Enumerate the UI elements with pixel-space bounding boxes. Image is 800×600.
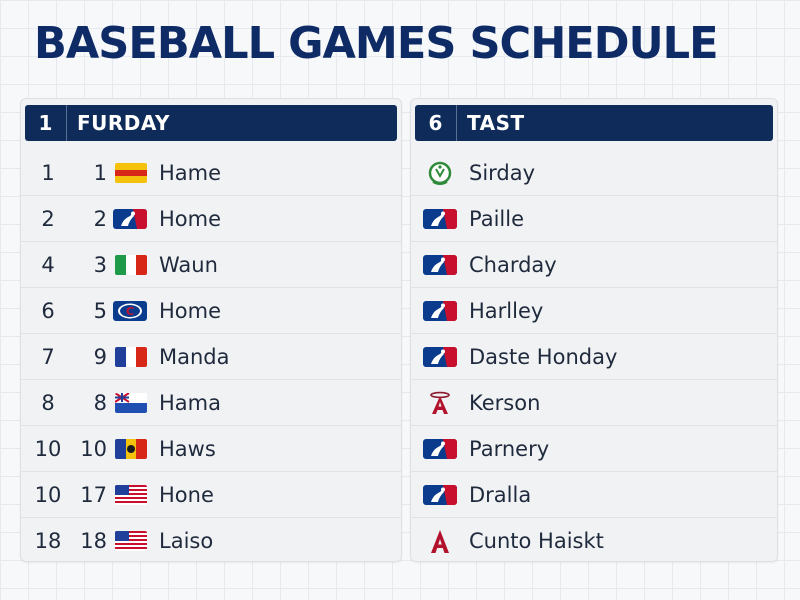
schedule-row: Charday <box>411 242 777 288</box>
schedule-row: Daste Honday <box>411 334 777 380</box>
row-second-number: 18 <box>80 529 107 553</box>
header-number: 1 <box>25 105 67 141</box>
row-name: Laiso <box>159 529 214 553</box>
row-second-number: 9 <box>93 344 107 369</box>
header-number: 6 <box>415 105 457 141</box>
mlb-logo-icon <box>423 346 457 368</box>
schedule-row: Paille <box>411 196 777 242</box>
row-name: Charday <box>469 252 557 277</box>
row-first-number: 10 <box>34 482 62 507</box>
schedule-row: 18 18 Laiso <box>21 518 401 564</box>
us-flag-icon <box>115 484 147 505</box>
schedule-row: Sirday <box>411 150 777 196</box>
tricolor-emblem-flag-icon <box>115 438 147 459</box>
schedule-row: Dralla <box>411 472 777 518</box>
schedule-row: Parnery <box>411 426 777 472</box>
row-second-number: 3 <box>93 252 107 277</box>
panel-header-right: 6 TAST <box>415 105 773 141</box>
row-name: Harlley <box>469 298 544 323</box>
blue-ensign-flag-icon <box>115 392 147 413</box>
us-flag-icon <box>115 531 147 551</box>
row-name: Dralla <box>469 482 532 507</box>
row-second-number: 5 <box>93 298 107 323</box>
row-name: Home <box>159 206 222 231</box>
schedule-row: 10 17 Hone <box>21 472 401 518</box>
schedule-row: 4 3 Waun <box>21 242 401 288</box>
row-first-number: 18 <box>34 529 62 553</box>
row-second-number: 8 <box>93 390 107 415</box>
row-name: Hone <box>159 482 214 507</box>
schedule-row: Cunto Haiskt <box>411 518 777 564</box>
angels-a-logo-icon <box>423 391 457 414</box>
schedule-panel-left: 1 FURDAY 1 1 Hame 2 2 Home 4 3 Waun 6 5 C Home 7 9 Mand… <box>20 98 402 562</box>
row-second-number: 17 <box>80 482 107 507</box>
row-first-number: 6 <box>41 298 55 323</box>
row-name: Kerson <box>469 390 541 415</box>
row-name: Manda <box>159 344 230 369</box>
row-name: Waun <box>159 252 218 277</box>
row-first-number: 1 <box>41 160 55 185</box>
italy-flag-icon <box>115 254 147 275</box>
row-name: Paille <box>469 206 525 231</box>
green-wreath-logo-icon <box>423 161 457 185</box>
row-name: Home <box>159 298 222 323</box>
schedule-row: 6 5 C Home <box>21 288 401 334</box>
c-logo-icon: C <box>113 300 147 321</box>
row-second-number: 2 <box>93 206 107 231</box>
mlb-logo-icon <box>423 300 457 322</box>
mlb-logo-icon <box>113 208 147 229</box>
mlb-logo-icon <box>423 208 457 230</box>
schedule-row: 1 1 Hame <box>21 150 401 196</box>
row-name: Hama <box>159 390 221 415</box>
mlb-logo-icon <box>423 254 457 276</box>
schedule-row: Harlley <box>411 288 777 334</box>
schedule-row: 10 10 Haws <box>21 426 401 472</box>
mlb-logo-icon <box>423 438 457 460</box>
row-name: Haws <box>159 436 216 461</box>
svg-text:C: C <box>126 305 134 318</box>
schedule-row: Kerson <box>411 380 777 426</box>
row-first-number: 4 <box>41 252 55 277</box>
mlb-logo-icon <box>423 484 457 506</box>
row-name: Cunto Haiskt <box>469 529 604 553</box>
schedule-list-left: 1 1 Hame 2 2 Home 4 3 Waun 6 5 C Home 7 9 Manda 8 8 Hama 10… <box>21 150 401 564</box>
schedule-panel-right: 6 TAST Sirday Paille Charday Harlley Daste H… <box>410 98 778 562</box>
row-name: Sirday <box>469 160 536 185</box>
header-label: FURDAY <box>77 111 170 135</box>
red-a-logo-icon <box>423 530 457 553</box>
row-first-number: 7 <box>41 344 55 369</box>
row-name: Daste Honday <box>469 344 618 369</box>
panel-header-left: 1 FURDAY <box>25 105 397 141</box>
row-first-number: 2 <box>41 206 55 231</box>
row-name: Hame <box>159 160 222 185</box>
schedule-row: 2 2 Home <box>21 196 401 242</box>
header-label: TAST <box>467 111 525 135</box>
schedule-list-right: Sirday Paille Charday Harlley Daste Honday Ke… <box>411 150 777 564</box>
france-flag-icon <box>115 346 147 367</box>
row-first-number: 8 <box>41 390 55 415</box>
row-name: Parnery <box>469 436 550 461</box>
row-second-number: 10 <box>80 436 107 461</box>
row-first-number: 10 <box>34 436 62 461</box>
row-second-number: 1 <box>93 160 107 185</box>
schedule-row: 7 9 Manda <box>21 334 401 380</box>
schedule-row: 8 8 Hama <box>21 380 401 426</box>
page-title: BASEBALL GAMES SCHEDULE <box>34 18 719 69</box>
yellow-red-flag-icon <box>115 162 147 183</box>
